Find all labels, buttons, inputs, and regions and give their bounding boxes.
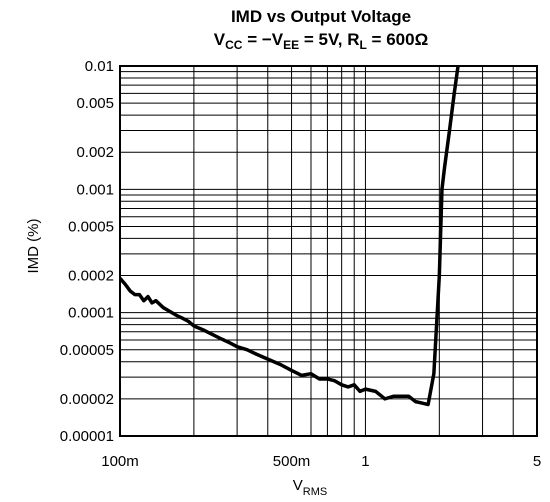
imd-curve bbox=[120, 66, 460, 407]
y-tick-label: 0.00002 bbox=[60, 391, 114, 408]
chart-subtitle: VCC = −VEE = 5V, RL = 600Ω bbox=[214, 30, 428, 52]
y-axis-label: IMD (%) bbox=[25, 219, 42, 274]
grid-lines bbox=[120, 66, 537, 436]
y-tick-labels: 0.01 0.005 0.002 0.001 0.0005 0.0002 0.0001 0.0… bbox=[60, 58, 114, 445]
y-tick-label: 0.005 bbox=[76, 95, 114, 112]
y-tick-label: 0.0005 bbox=[68, 218, 114, 235]
x-tick-labels: 100m 500m 1 5 bbox=[101, 453, 541, 470]
plot-frame bbox=[119, 65, 538, 437]
x-tick-label: 5 bbox=[533, 453, 541, 470]
y-tick-label: 0.0002 bbox=[68, 268, 114, 285]
series-layer bbox=[120, 66, 460, 407]
y-tick-label: 0.001 bbox=[76, 181, 114, 198]
y-tick-label: 0.00005 bbox=[60, 342, 114, 359]
x-tick-label: 500m bbox=[273, 453, 311, 470]
chart-title: IMD vs Output Voltage bbox=[231, 7, 411, 26]
x-axis-label: VRMS bbox=[293, 477, 327, 498]
y-tick-label: 0.01 bbox=[85, 58, 114, 75]
y-tick-label: 0.0001 bbox=[68, 305, 114, 322]
x-tick-label: 100m bbox=[101, 453, 139, 470]
x-tick-label: 1 bbox=[361, 453, 369, 470]
y-tick-label: 0.002 bbox=[76, 144, 114, 161]
y-tick-label: 0.00001 bbox=[60, 428, 114, 445]
